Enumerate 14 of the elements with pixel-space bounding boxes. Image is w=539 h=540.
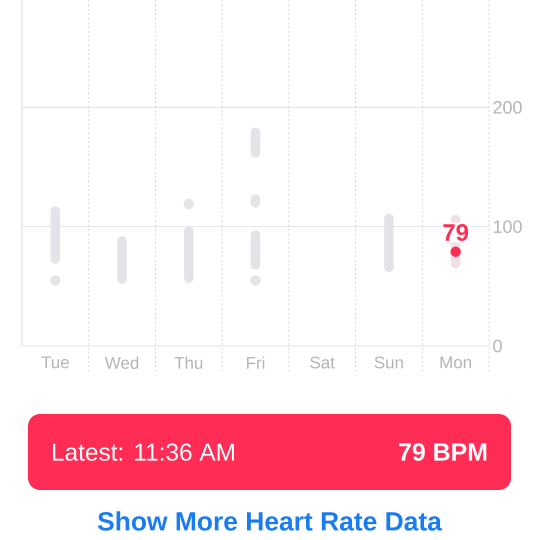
x-tick-label: Thu [174,356,202,369]
x-tick-label: Tue [41,356,69,368]
x-tick-label: Sun [374,356,403,369]
text: Latest: 11:36 AM [53,444,234,461]
y-tick-label: 200 [493,101,522,114]
x-tick-label: Mon [440,356,472,368]
x-tick-label: Sat [310,356,335,369]
x-tick-label: Fri [247,356,264,369]
data-label: 79 [443,224,468,241]
y-tick-label: 100 [494,220,522,234]
x-tick-label: Wed [104,356,138,369]
y-tick-label: 0 [493,340,502,352]
text: 79 BPM [399,443,486,461]
text: Show More Heart Rate Data [98,511,442,531]
